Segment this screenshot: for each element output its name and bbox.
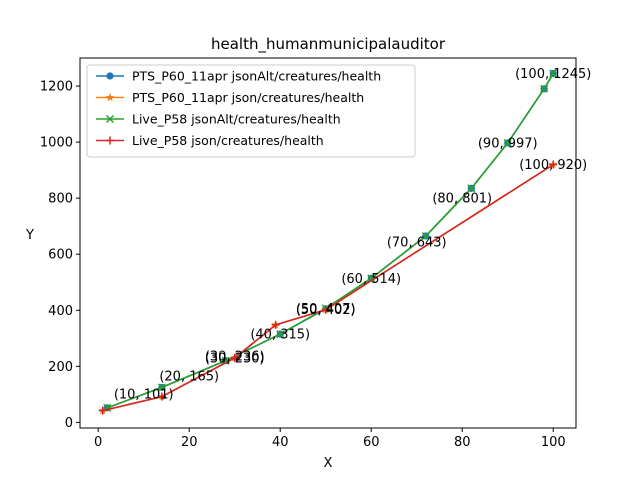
- series-3-point: [549, 69, 558, 78]
- data-label: (80, 801): [432, 191, 492, 206]
- series-3-point: [467, 184, 476, 193]
- data-label: (90, 997): [478, 136, 538, 151]
- y-tick-label: 800: [48, 192, 73, 207]
- legend-marker-swatch: [105, 114, 115, 124]
- data-label: (30, 230): [205, 351, 265, 366]
- series-4-point: [98, 406, 107, 415]
- series-4-point: [271, 320, 280, 329]
- x-tick-label: 20: [181, 435, 198, 450]
- series-3-point: [503, 138, 512, 147]
- data-label: (100, 1245): [515, 67, 591, 82]
- series-3-point: [221, 356, 230, 365]
- series-3-point: [157, 383, 166, 392]
- axes-frame: [79, 57, 577, 429]
- legend-item: PTS_P60_11apr json/creatures/health: [96, 90, 364, 105]
- data-label: (20, 165): [159, 370, 219, 385]
- legend-item: Live_P58 jsonAlt/creatures/health: [96, 112, 341, 127]
- chart-title: health_humanmunicipalauditor: [211, 35, 446, 54]
- data-label: (30, 236): [205, 350, 265, 365]
- legend: PTS_P60_11apr jsonAlt/creatures/health PT…: [86, 64, 416, 158]
- legend-label: Live_P58 jsonAlt/creatures/health: [132, 112, 341, 127]
- x-axis-label: X: [324, 456, 333, 471]
- y-tick-label: 600: [48, 248, 73, 263]
- y-tick-label: 1000: [40, 136, 73, 151]
- y-tick-label: 400: [48, 304, 73, 319]
- series-line-4: [102, 163, 554, 412]
- legend-box: [86, 64, 416, 158]
- data-label: (50, 402): [296, 303, 356, 318]
- data-label: (10, 101): [114, 388, 174, 403]
- legend-label: PTS_P60_11apr jsonAlt/creatures/health: [132, 69, 381, 84]
- legend-item: Live_P58 json/creatures/health: [96, 133, 324, 148]
- y-tick-label: 0: [65, 416, 73, 431]
- series-3-point: [540, 84, 549, 93]
- legend-marker-swatch: [105, 92, 115, 102]
- legend-item: PTS_P60_11apr jsonAlt/creatures/health: [96, 69, 381, 84]
- legend-label: Live_P58 json/creatures/health: [132, 133, 324, 148]
- data-label: (50, 407): [296, 302, 356, 317]
- data-label: (100, 920): [519, 158, 587, 173]
- x-tick-label: 60: [363, 435, 380, 450]
- legend-label: PTS_P60_11apr json/creatures/health: [132, 90, 364, 105]
- series-3-point: [367, 274, 376, 283]
- data-label: (60, 514): [341, 272, 401, 287]
- series-4-point: [157, 392, 166, 401]
- y-tick-label: 1200: [40, 80, 73, 95]
- series-4-point: [549, 160, 558, 169]
- x-tick-label: 0: [94, 435, 102, 450]
- data-label: (40, 315): [250, 328, 310, 343]
- series-4-point: [321, 305, 330, 314]
- series-3-point: [421, 231, 430, 241]
- x-tick-label: 40: [272, 435, 289, 450]
- x-tick-label: 80: [454, 435, 471, 450]
- y-tick-label: 200: [48, 360, 73, 375]
- series-3-point: [276, 330, 285, 339]
- y-axis-label: Y: [25, 228, 34, 243]
- x-tick-label: 100: [541, 435, 566, 450]
- legend-marker-swatch: [106, 72, 114, 80]
- data-label: (70, 643): [387, 236, 447, 251]
- series-4-point: [230, 353, 239, 362]
- legend-marker-swatch: [106, 136, 114, 145]
